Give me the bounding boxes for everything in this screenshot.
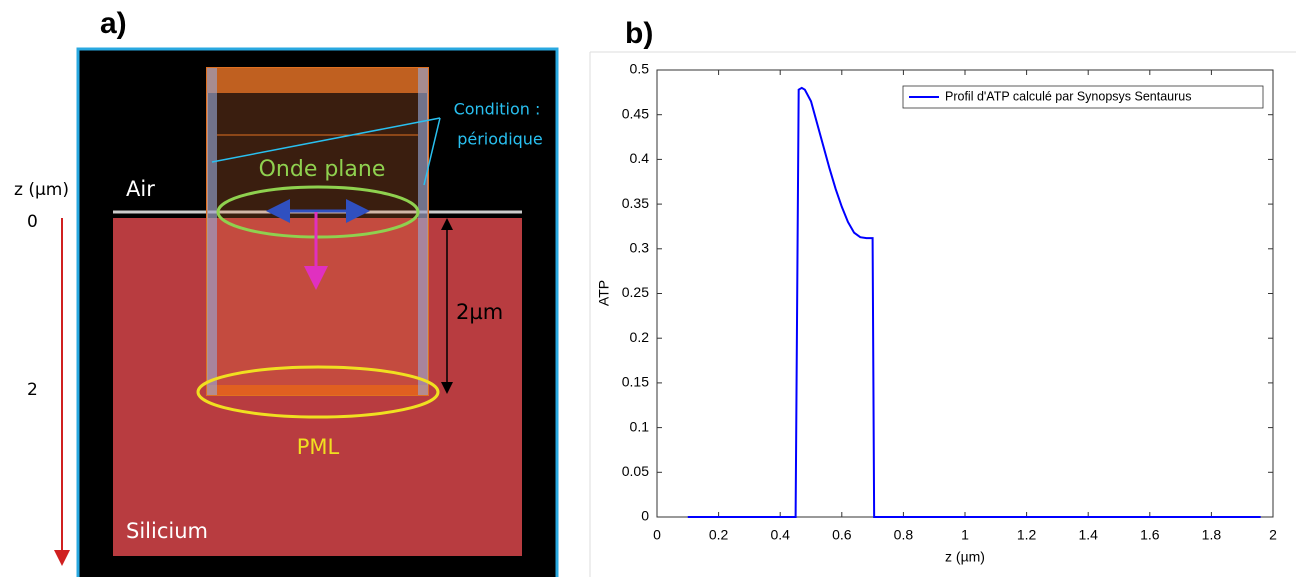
x-tick-label: 1.6 bbox=[1140, 527, 1160, 543]
x-tick-label: 0.8 bbox=[894, 527, 914, 543]
periodic-right bbox=[418, 68, 428, 395]
condition-label: périodique bbox=[457, 130, 543, 149]
x-tick-label: 0.4 bbox=[770, 527, 790, 543]
y-tick-label: 0.05 bbox=[622, 463, 649, 479]
height-label: 2µm bbox=[456, 300, 503, 324]
pml-label: PML bbox=[297, 435, 340, 459]
y-tick-label: 0.25 bbox=[622, 284, 649, 300]
x-tick-label: 1.8 bbox=[1202, 527, 1222, 543]
legend-label: Profil d'ATP calculé par Synopsys Sentau… bbox=[945, 89, 1192, 103]
pointer bbox=[211, 117, 441, 163]
pointer bbox=[423, 117, 441, 186]
y-tick-label: 0.3 bbox=[630, 240, 650, 256]
pml-ellipse bbox=[196, 365, 440, 419]
wave-label: Onde plane bbox=[259, 157, 386, 182]
y-tick-label: 0.4 bbox=[630, 150, 650, 166]
substrate-label: Silicium bbox=[126, 519, 208, 543]
wave-ellipse bbox=[216, 185, 420, 239]
plot-frame bbox=[656, 69, 1274, 518]
x-tick-label: 0 bbox=[653, 527, 661, 543]
x-tick-label: 1.2 bbox=[1017, 527, 1037, 543]
periodic-left bbox=[207, 68, 217, 395]
depth-label: 0 bbox=[27, 212, 38, 232]
y-axis-label: ATP bbox=[596, 280, 612, 306]
x-tick-label: 1 bbox=[961, 527, 969, 543]
pml-top bbox=[207, 68, 428, 93]
depth-label: 2 bbox=[27, 380, 38, 400]
condition-label: Condition : bbox=[454, 100, 541, 119]
y-tick-label: 0.45 bbox=[622, 105, 649, 121]
air-label: Air bbox=[126, 177, 155, 201]
y-tick-label: 0.15 bbox=[622, 374, 649, 390]
panel-title: a) bbox=[100, 7, 127, 40]
y-tick-label: 0.5 bbox=[630, 61, 650, 77]
x-tick-label: 0.2 bbox=[709, 527, 729, 543]
y-tick-label: 0 bbox=[641, 508, 649, 524]
axis-label: z (µm) bbox=[14, 180, 69, 200]
y-tick-label: 0.1 bbox=[630, 418, 650, 434]
data-line bbox=[687, 86, 1261, 518]
x-tick-label: 1.4 bbox=[1078, 527, 1098, 543]
legend-box bbox=[902, 85, 1264, 109]
pml-bottom bbox=[207, 385, 428, 395]
x-axis-label: z (µm) bbox=[945, 549, 985, 565]
y-tick-label: 0.2 bbox=[630, 329, 650, 345]
x-tick-label: 0.6 bbox=[832, 527, 852, 543]
y-tick-label: 0.35 bbox=[622, 195, 649, 211]
x-tick-label: 2 bbox=[1269, 527, 1277, 543]
panel-title: b) bbox=[625, 17, 653, 50]
